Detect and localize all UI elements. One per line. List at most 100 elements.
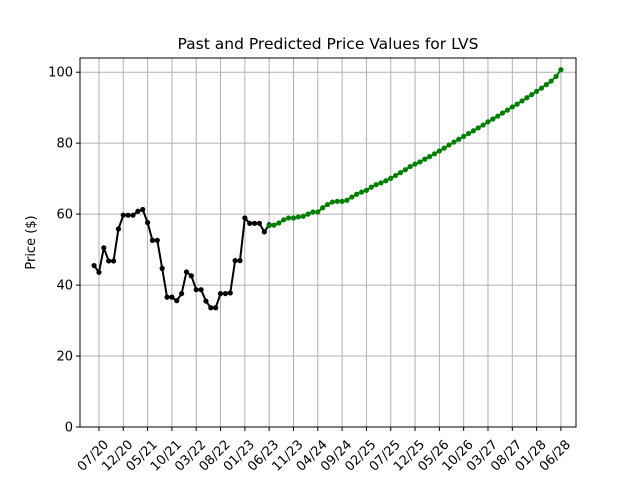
data-point xyxy=(334,198,340,204)
y-axis-label: Price ($) xyxy=(24,215,39,269)
data-point xyxy=(427,154,433,160)
y-tick-label: 0 xyxy=(65,421,73,436)
data-point xyxy=(446,142,452,148)
data-point xyxy=(266,222,272,229)
data-point xyxy=(543,82,549,88)
data-point xyxy=(392,172,399,179)
data-point xyxy=(130,212,136,218)
data-point xyxy=(363,187,370,193)
data-point xyxy=(120,212,126,218)
data-point xyxy=(397,170,404,176)
data-point xyxy=(110,258,117,264)
data-point xyxy=(247,220,253,226)
data-point xyxy=(217,290,224,297)
data-point xyxy=(480,122,486,128)
data-point xyxy=(495,113,501,119)
data-point xyxy=(315,209,321,215)
data-point xyxy=(422,156,428,162)
series-layer xyxy=(91,67,564,311)
data-point xyxy=(281,217,287,223)
data-point xyxy=(286,215,292,221)
data-point xyxy=(519,98,525,104)
data-point xyxy=(135,208,141,214)
data-point xyxy=(339,198,345,204)
data-point xyxy=(378,180,384,186)
data-point xyxy=(300,213,306,219)
data-point xyxy=(538,85,545,91)
data-point xyxy=(144,220,151,226)
data-point xyxy=(407,163,413,170)
data-point xyxy=(499,110,506,116)
y-tick-label: 40 xyxy=(56,279,73,294)
data-point xyxy=(354,191,360,197)
data-point xyxy=(183,269,190,275)
data-point xyxy=(324,201,331,208)
data-point xyxy=(475,125,481,131)
data-point xyxy=(91,262,97,269)
data-point xyxy=(256,220,263,226)
data-point xyxy=(504,107,511,113)
data-point xyxy=(470,128,476,134)
data-point xyxy=(417,159,423,165)
data-point xyxy=(198,287,204,293)
data-point xyxy=(261,229,267,235)
y-tick-label: 100 xyxy=(48,66,73,81)
data-point xyxy=(490,116,496,122)
data-point xyxy=(373,182,379,188)
data-point xyxy=(305,211,311,217)
data-point xyxy=(164,294,170,300)
data-point xyxy=(524,95,530,101)
data-point xyxy=(213,305,219,311)
data-point xyxy=(412,161,418,167)
data-point xyxy=(441,145,447,151)
data-point xyxy=(237,258,243,264)
data-point xyxy=(169,294,175,300)
data-point xyxy=(179,290,185,297)
data-point xyxy=(232,258,238,264)
data-point xyxy=(349,194,355,200)
data-point xyxy=(140,206,146,213)
data-point xyxy=(115,226,122,232)
data-point xyxy=(558,67,564,73)
data-point xyxy=(553,73,559,80)
data-point xyxy=(154,237,160,243)
data-point xyxy=(358,189,365,195)
data-point xyxy=(227,290,233,296)
data-point xyxy=(106,258,112,264)
data-point xyxy=(509,104,515,110)
data-point xyxy=(431,151,438,157)
data-point xyxy=(222,290,228,297)
data-point xyxy=(251,220,258,226)
data-point xyxy=(96,269,102,275)
data-point xyxy=(149,237,156,243)
y-tick-label: 60 xyxy=(56,208,73,223)
data-point xyxy=(125,212,131,218)
data-point xyxy=(529,91,535,98)
data-point xyxy=(276,220,282,226)
chart-title: Past and Predicted Price Values for LVS xyxy=(178,35,479,53)
data-point xyxy=(329,199,335,205)
plot-frame xyxy=(79,57,577,428)
data-point xyxy=(295,214,301,220)
data-point xyxy=(159,265,165,271)
data-point xyxy=(402,167,408,173)
data-point xyxy=(203,298,209,304)
data-point xyxy=(485,119,491,125)
data-point xyxy=(436,148,442,154)
data-point xyxy=(193,287,199,293)
data-point xyxy=(388,175,394,181)
data-point xyxy=(514,101,520,107)
data-point xyxy=(461,133,467,140)
x-axis: 07/2012/2005/2110/2103/2208/2201/2306/23… xyxy=(75,427,574,475)
data-point xyxy=(101,245,107,251)
data-point xyxy=(465,130,472,137)
data-point xyxy=(548,78,554,84)
data-point xyxy=(368,184,374,190)
grid xyxy=(80,58,576,428)
y-tick-label: 20 xyxy=(56,350,73,365)
data-point xyxy=(290,215,297,221)
y-axis: 0 20 40 60 80 100 xyxy=(48,66,80,436)
y-tick-label: 80 xyxy=(56,137,73,152)
data-point xyxy=(188,273,194,279)
